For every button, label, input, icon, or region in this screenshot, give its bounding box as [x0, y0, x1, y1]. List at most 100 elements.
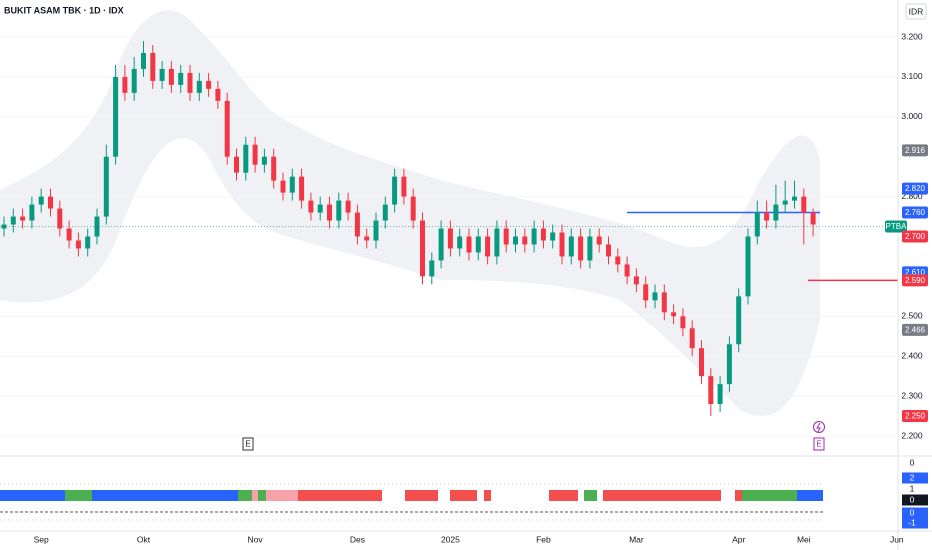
y-tick-label: 3.200 [901, 31, 923, 41]
candle-body [736, 296, 742, 345]
candle-body [447, 228, 453, 249]
currency-box[interactable] [905, 3, 927, 20]
indicator-tick-label: 1 [910, 483, 915, 493]
candle-body [131, 68, 137, 93]
strip-segment [797, 490, 823, 501]
price-tag-label: 2.466 [905, 325, 926, 334]
indicator-tag [902, 494, 928, 506]
price-tag-label: 2.590 [905, 276, 926, 285]
candle-body [596, 236, 602, 245]
candle-body [717, 384, 723, 405]
candle-body [364, 236, 370, 241]
strip-segment [92, 490, 238, 501]
price-tag-label: 2.250 [905, 412, 926, 421]
candle-body [420, 220, 425, 277]
candle-body [754, 212, 760, 237]
x-tick-label: Okt [137, 534, 151, 544]
candle-body [782, 200, 788, 205]
candle-body [345, 200, 351, 213]
marks [1, 40, 898, 417]
price-tag-label: 2.610 [905, 268, 926, 277]
strip-segment [450, 490, 477, 501]
strip-segment [735, 490, 742, 501]
x-tick-label: Jun [890, 534, 904, 544]
candle-body [606, 244, 611, 257]
candle-body [48, 196, 53, 209]
candle-body [568, 236, 574, 257]
event-box[interactable] [813, 437, 825, 451]
indicator-tag [902, 472, 928, 484]
strip-segment [603, 490, 721, 501]
candle-body [522, 236, 528, 245]
candle-body [643, 284, 649, 301]
candle-body [373, 220, 379, 241]
candle-body [122, 76, 128, 93]
candle-body [773, 204, 779, 221]
candle-body [1, 224, 7, 229]
candle-body [317, 204, 323, 213]
price-tag [885, 220, 907, 233]
candle-body [94, 216, 100, 237]
price-tag-label: 2.820 [905, 184, 926, 193]
indicator-strip [0, 483, 823, 521]
price-tag-label: 2.916 [905, 146, 926, 155]
strip-segment [584, 490, 597, 501]
y-tick-label: 2.400 [901, 350, 923, 360]
candle-body [113, 76, 119, 157]
candle-body [354, 212, 360, 237]
candle-body [578, 236, 584, 261]
indicator-tick-label: -1 [908, 517, 916, 527]
price-tag-label: 2.760 [905, 208, 926, 217]
candle-body [280, 180, 286, 193]
chart-title: BUKIT ASAM TBK · 1D · IDX [4, 5, 124, 15]
strip-segment [405, 490, 438, 501]
candle-body [531, 228, 537, 245]
candle-body [10, 216, 16, 225]
indicator-tick-label: 0 [910, 457, 915, 467]
strip-segment [258, 490, 266, 501]
y-tick-label: 2.300 [901, 390, 923, 400]
price-tag [902, 274, 928, 287]
candle-body [243, 144, 249, 173]
price-tag [902, 230, 928, 243]
candle-body [85, 236, 91, 249]
strip-segment [298, 490, 382, 501]
candle-body [187, 72, 193, 93]
candle-body [178, 72, 184, 85]
x-tick-label: Apr [732, 534, 745, 544]
candle-body [57, 208, 63, 229]
strip-segment [266, 490, 298, 501]
event-marker[interactable]: E [245, 440, 250, 449]
indicator-tick-label: 0 [910, 494, 915, 504]
candle-body [392, 176, 398, 205]
band [0, 10, 820, 417]
x-tick-label: Sep [34, 534, 49, 544]
event-marker[interactable]: E [816, 440, 821, 449]
candle-body [726, 344, 732, 385]
currency[interactable]: IDR [909, 6, 924, 16]
candle-body [513, 236, 518, 245]
event-box[interactable] [242, 437, 254, 451]
candle-body [475, 236, 481, 253]
candle-body [429, 260, 435, 277]
candle-body [327, 204, 332, 221]
price-tag [902, 182, 928, 195]
strip-segment [252, 490, 258, 501]
candle-body [20, 216, 26, 221]
candle-body [494, 228, 500, 257]
candle-body [680, 316, 686, 329]
lightning-icon[interactable] [813, 421, 825, 433]
candle-body [801, 196, 807, 213]
candle-body [252, 144, 258, 165]
candle-body [75, 240, 81, 249]
candle-body [308, 200, 314, 213]
price-tag [902, 206, 928, 219]
y-tick-label: 2.500 [901, 311, 923, 321]
candle-body [550, 232, 556, 241]
indicator-tag [902, 507, 928, 519]
strip-segment [742, 490, 797, 501]
candle-body [234, 156, 239, 173]
candle-body [633, 276, 639, 285]
candle-body [615, 256, 621, 265]
candle-body [66, 228, 72, 241]
